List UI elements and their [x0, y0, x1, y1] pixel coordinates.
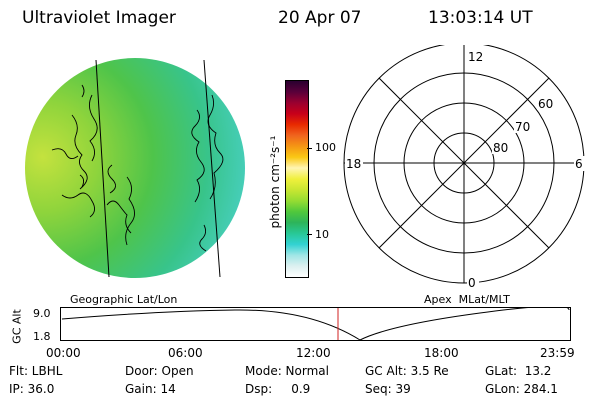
x-tick-1800: 18:00	[424, 346, 459, 360]
colorbar-gradient	[286, 81, 308, 277]
terminator-line-right	[203, 59, 221, 278]
terminator-line-left	[95, 59, 110, 278]
status-gain: Gain: 14	[125, 382, 176, 396]
instrument-title: Ultraviolet Imager	[22, 8, 176, 28]
apex-coords-title: Apex MLat/MLT	[424, 293, 510, 306]
earth-disk	[25, 58, 245, 278]
x-tick-1200: 12:00	[296, 346, 331, 360]
status-dsp: Dsp: 0.9	[245, 382, 311, 396]
x-tick-2359: 23:59	[540, 346, 575, 360]
mlt-label-18: 18	[346, 157, 361, 171]
mlt-label-0: 0	[468, 276, 476, 290]
mlt-label-6: 6	[575, 157, 583, 171]
x-tick-0600: 06:00	[168, 346, 203, 360]
lat-label-80: 80	[493, 141, 508, 155]
colorbar	[285, 80, 309, 278]
uv-earth-image	[25, 58, 245, 278]
time-label: 13:03:14 UT	[428, 8, 533, 28]
mlt-label-12: 12	[468, 50, 483, 64]
status-seq: Seq: 39	[365, 382, 411, 396]
gc-alt-tick-max: 9.0	[33, 307, 51, 320]
status-filter: Flt: LBHL	[9, 364, 63, 378]
polar-grid: 12 18 6 0 60 70 80	[343, 45, 586, 290]
altitude-curve	[61, 307, 570, 341]
lat-label-60: 60	[538, 97, 553, 111]
status-mode: Mode: Normal	[245, 364, 329, 378]
colorbar-label-100: 100	[315, 141, 336, 154]
geographic-coords-title: Geographic Lat/Lon	[70, 293, 178, 306]
colorbar-tick-100	[307, 148, 312, 149]
altitude-plot-frame	[60, 307, 571, 341]
status-ip: IP: 36.0	[9, 382, 55, 396]
altitude-plot	[60, 307, 571, 341]
colorbar-tick-10	[307, 234, 312, 235]
gc-alt-tick-min: 1.8	[33, 330, 51, 343]
gc-alt-axis-label: GC Alt	[10, 309, 24, 344]
polar-diagonal-2	[378, 77, 550, 249]
status-glon: GLon: 284.1	[485, 382, 558, 396]
lat-label-70: 70	[515, 120, 530, 134]
status-gc-alt: GC Alt: 3.5 Re	[365, 364, 449, 378]
x-tick-0000: 00:00	[46, 346, 81, 360]
status-glat: GLat: 13.2	[485, 364, 552, 378]
status-door: Door: Open	[125, 364, 194, 378]
colorbar-label-10: 10	[315, 228, 329, 241]
colorbar-unit-label: photon cm⁻²s⁻¹	[268, 135, 282, 229]
date-label: 20 Apr 07	[278, 8, 362, 28]
